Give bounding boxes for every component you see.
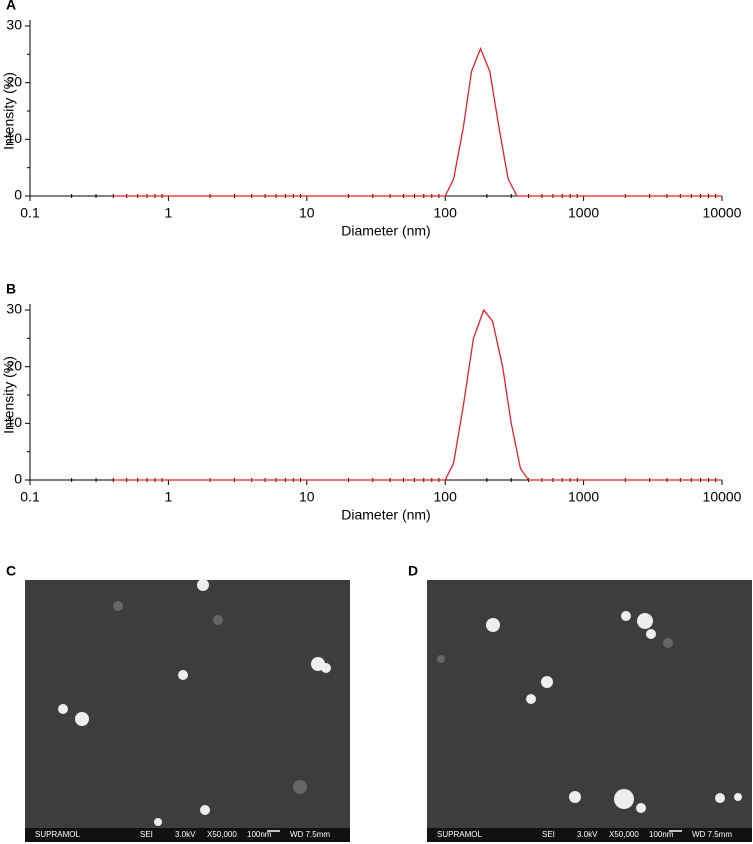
y-tick-label: 0	[14, 471, 22, 487]
line-series	[113, 308, 722, 481]
caption-text: SUPRAMOL	[35, 830, 80, 839]
x-tick-label: 10	[299, 205, 315, 221]
y-axis-label: Intensity (%)	[1, 356, 17, 434]
x-axis-label: Diameter (nm)	[341, 507, 430, 523]
y-tick-label: 30	[6, 301, 22, 317]
x-tick-label: 0.1	[20, 205, 40, 221]
x-tick-label: 1	[165, 205, 173, 221]
sem-image-c: C	[6, 563, 350, 842]
x-tick-label: 10	[299, 489, 315, 505]
panel-label: B	[6, 281, 16, 297]
y-tick-label: 10	[6, 414, 22, 430]
caption-text: SEI	[542, 830, 555, 839]
sem-image-d: D	[408, 563, 752, 842]
x-tick-label: 10000	[703, 489, 742, 505]
caption-text: SUPRAMOL	[437, 830, 482, 839]
particles	[58, 579, 331, 826]
panel-label: D	[408, 563, 418, 579]
caption-text: 100nm	[247, 830, 272, 839]
particles	[486, 611, 742, 813]
caption-text: WD 7.5mm	[290, 830, 330, 839]
caption-text: X50,000	[609, 830, 639, 839]
x-tick-label: 100	[434, 489, 458, 505]
caption-text: WD 7.5mm	[692, 830, 732, 839]
line-series	[113, 46, 722, 197]
x-tick-label: 1000	[568, 489, 599, 505]
y-tick-label: 20	[6, 357, 22, 373]
y-axis-label: Intensity (%)	[1, 72, 17, 150]
x-axis-label: Diameter (nm)	[341, 223, 430, 239]
caption-text: 3.0kV	[577, 830, 598, 839]
x-tick-label: 1000	[568, 205, 599, 221]
panel-label: C	[6, 563, 16, 579]
caption-text: 100nm	[649, 830, 674, 839]
panel-label: A	[6, 0, 16, 13]
caption-text: X50,000	[207, 830, 237, 839]
y-tick-label: 10	[6, 130, 22, 146]
x-tick-label: 0.1	[20, 489, 40, 505]
x-tick-label: 100	[434, 205, 458, 221]
y-tick-label: 0	[14, 187, 22, 203]
caption-text: 3.0kV	[175, 830, 196, 839]
y-tick-label: 20	[6, 73, 22, 89]
x-tick-label: 1	[165, 489, 173, 505]
caption-text: SEI	[140, 830, 153, 839]
x-tick-label: 10000	[703, 205, 742, 221]
micrograph	[427, 580, 752, 828]
y-tick-label: 30	[6, 17, 22, 33]
